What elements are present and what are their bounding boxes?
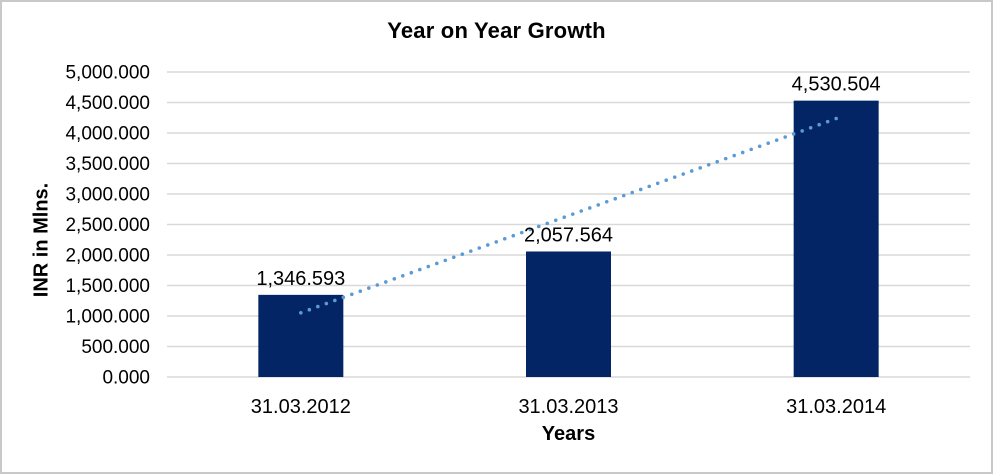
y-tick-label: 3,500.000 (65, 154, 150, 175)
y-tick-label: 3,000.000 (65, 185, 150, 206)
y-tick-label: 500.000 (81, 337, 150, 358)
trendline-dot (749, 147, 753, 152)
trendline-dot (384, 280, 388, 284)
trendline-dot (451, 255, 456, 260)
y-tick-label: 1,000.000 (65, 307, 150, 328)
trendline-dot (647, 184, 652, 189)
x-axis-title: Years (541, 423, 596, 445)
trendline-dot (698, 166, 703, 170)
trendline-dot (553, 218, 558, 223)
trendline-dot (502, 236, 507, 241)
trendline-dot (783, 135, 787, 139)
trendline-dot (494, 240, 499, 244)
y-tick-label: 0.000 (102, 368, 150, 389)
x-tick-label: 31.03.2014 (786, 396, 886, 418)
bar (258, 294, 344, 377)
trendline-dot (655, 181, 660, 186)
x-tick-label: 31.03.2012 (251, 396, 351, 418)
trendline-dot (791, 132, 796, 136)
trendline-dot (681, 172, 686, 176)
trendline-dot (817, 122, 821, 127)
trendline-dot (604, 199, 609, 204)
trendline-dot (570, 212, 575, 216)
trendline-dot (367, 286, 371, 290)
trendline-dot (358, 289, 363, 293)
x-tick-label: 31.03.2013 (518, 396, 618, 418)
trendline-dot (299, 310, 303, 315)
y-tick-label: 5,000.000 (65, 63, 150, 84)
trendline-dot (834, 116, 838, 121)
trendline-dot (766, 141, 770, 146)
trendline-dot (587, 206, 592, 210)
trendline-dot (638, 187, 643, 192)
trendline-dot (316, 304, 320, 309)
trendline-dot (664, 178, 669, 183)
trendline-dot (545, 221, 550, 226)
trendline-dot (511, 233, 516, 238)
trendline-dot (401, 273, 405, 278)
trendline-dot (434, 261, 439, 266)
trendline-dot (800, 129, 804, 133)
y-tick-label: 2,000.000 (65, 246, 150, 267)
trendline-dot (426, 264, 431, 269)
trendline-dot (672, 175, 677, 179)
trendline-dot (706, 162, 711, 167)
trendline-dot (596, 203, 601, 207)
trendline-dot (519, 230, 524, 235)
trendline-dot (341, 295, 346, 300)
trendline-dot (333, 298, 337, 303)
trendline-dot (324, 301, 329, 306)
trendline-dot (774, 138, 779, 142)
y-tick-label: 4,500.000 (65, 93, 150, 114)
trendline-dot (757, 144, 762, 149)
trendline-dot (630, 190, 635, 195)
y-tick-label: 2,500.000 (65, 215, 150, 236)
bar-data-label: 2,057.564 (524, 224, 613, 246)
bar (526, 251, 611, 377)
trendline-dot (485, 243, 490, 247)
y-tick-label: 1,500.000 (65, 276, 150, 297)
trendline-dot (460, 252, 465, 256)
trendline-dot (477, 246, 482, 250)
chart-title: Year on Year Growth (387, 18, 606, 43)
trendline-dot (443, 258, 448, 263)
trendline-dot (536, 224, 541, 229)
bar-data-label: 4,530.504 (792, 74, 881, 96)
bar-data-label: 1,346.593 (256, 268, 345, 290)
trendline-dot (808, 126, 813, 130)
trendline-dot (825, 119, 830, 124)
trendline-dot (528, 227, 533, 232)
trendline-dot (621, 193, 626, 198)
trendline-dot (613, 196, 618, 201)
trendline-dot (732, 153, 736, 158)
trendline-dot (689, 169, 694, 173)
trendline-dot (740, 150, 745, 155)
trendline-dot (375, 283, 380, 287)
trendline-dot (350, 292, 354, 297)
trendline-dot (417, 267, 422, 272)
trendline-dot (562, 215, 567, 220)
trendline-dot (307, 307, 312, 312)
trendline-dot (723, 156, 728, 161)
bar (793, 100, 879, 378)
y-tick-label: 4,000.000 (65, 124, 150, 145)
trendline-dot (392, 277, 397, 281)
trendline-dot (715, 159, 720, 164)
trendline-dot (468, 249, 473, 253)
trendline-dot (579, 209, 584, 213)
trendline-dot (409, 270, 414, 275)
